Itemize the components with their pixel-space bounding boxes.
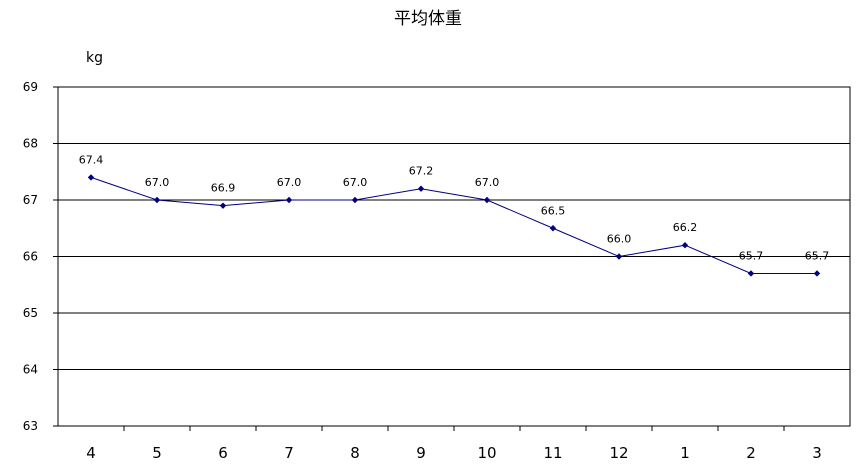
data-point	[219, 202, 227, 209]
data-label: 67.4	[79, 153, 104, 166]
x-tick-label: 8	[350, 444, 360, 462]
x-tick-label: 11	[543, 444, 562, 462]
data-label: 66.5	[541, 204, 566, 217]
data-label: 66.2	[673, 221, 698, 234]
x-tick-label: 4	[86, 444, 96, 462]
x-tick-label: 6	[218, 444, 228, 462]
data-label: 67.0	[145, 176, 170, 189]
x-tick-label: 7	[284, 444, 294, 462]
series-line	[90, 176, 817, 274]
y-tick-label: 64	[23, 363, 38, 377]
y-tick-label: 67	[23, 193, 38, 207]
y-tick-label: 69	[23, 80, 38, 94]
data-point	[351, 196, 359, 204]
x-tick-label: 12	[609, 444, 628, 462]
y-tick-label: 65	[23, 306, 38, 320]
x-tick-label: 9	[416, 444, 426, 462]
y-axis-unit: kg	[86, 50, 103, 66]
data-label: 66.9	[211, 182, 236, 195]
gridlines	[58, 143, 850, 370]
data-point	[813, 270, 821, 277]
data-label: 65.7	[739, 249, 764, 262]
data-point	[153, 196, 161, 204]
x-tick-label: 3	[812, 444, 822, 462]
data-label: 67.0	[277, 176, 302, 189]
data-point	[417, 185, 425, 192]
x-tick-label: 1	[680, 444, 690, 462]
data-point	[87, 174, 95, 181]
y-tick-label: 68	[23, 137, 38, 151]
y-tick-label: 63	[23, 419, 38, 433]
y-tick-label: 66	[23, 250, 38, 264]
data-point	[285, 196, 293, 204]
series: 67.4 67.0 66.9 67.0 67.0 67.2 67.0 66.5 66.0 66.2…	[79, 153, 830, 277]
data-label: 67.2	[409, 165, 434, 178]
data-label: 66.0	[607, 233, 632, 246]
data-point	[747, 270, 755, 277]
x-tick-label: 2	[746, 444, 756, 462]
chart-title: 平均体重	[394, 9, 462, 29]
data-label: 67.0	[343, 176, 368, 189]
x-tick-label: 10	[477, 444, 496, 462]
x-axis-ticks: 4 5 6 7 8 9 10 11 12 1 2 3	[86, 426, 822, 462]
x-tick-label: 5	[152, 444, 162, 462]
data-point	[681, 242, 689, 249]
data-point	[549, 225, 557, 232]
data-label: 65.7	[805, 249, 830, 262]
y-axis-ticks: 63 64 65 66 67 68 69	[23, 80, 58, 433]
data-point	[483, 196, 491, 204]
data-label: 67.0	[475, 176, 500, 189]
data-point	[615, 253, 623, 260]
